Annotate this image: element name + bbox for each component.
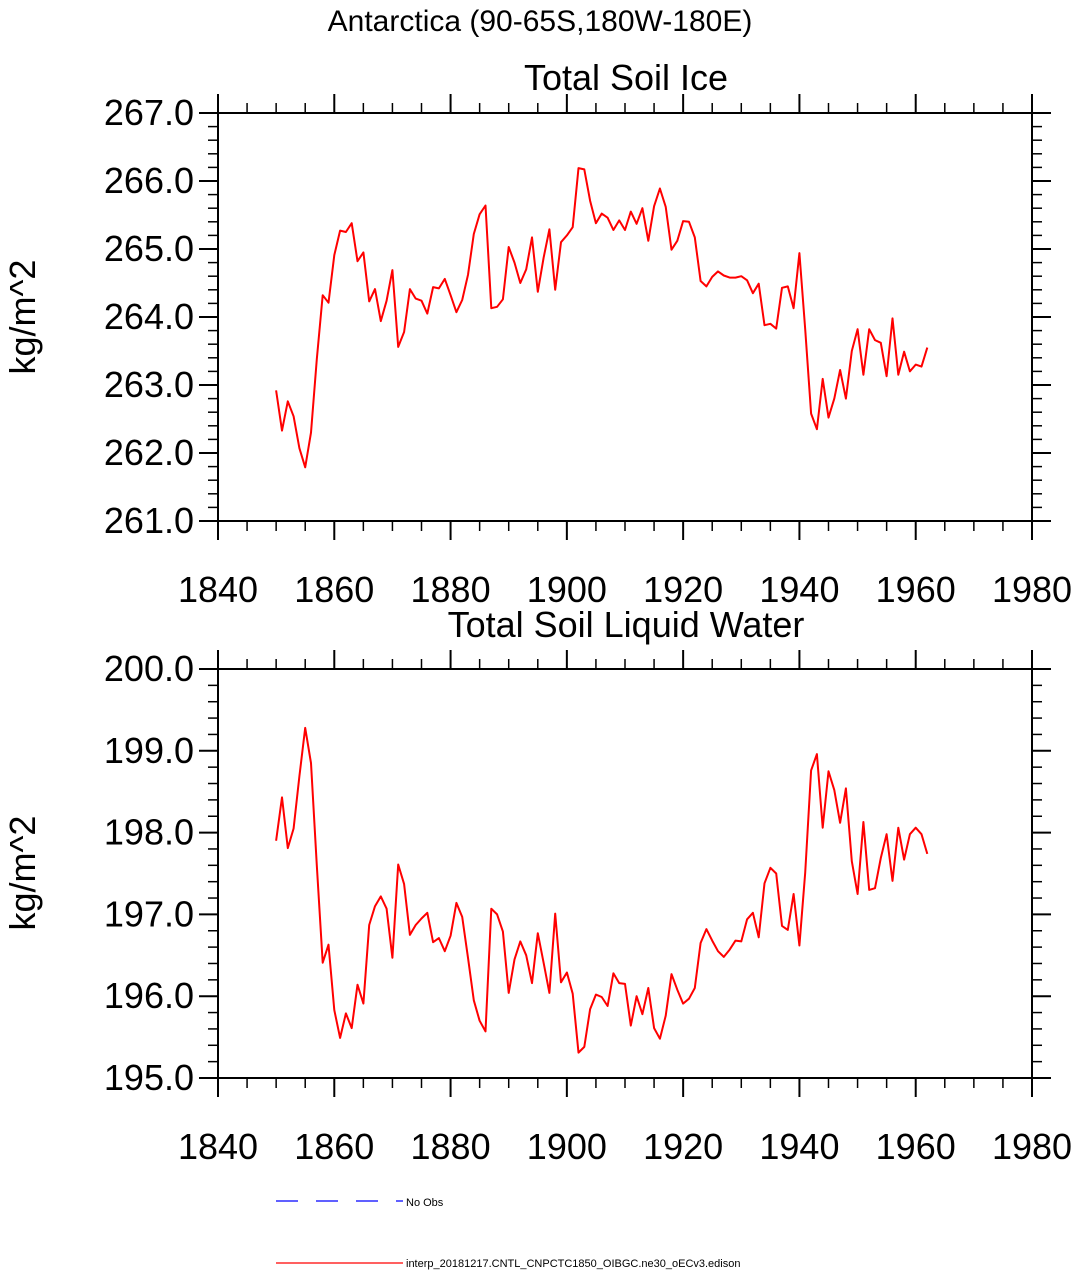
ytick-label: 195.0 xyxy=(104,1057,194,1098)
series-line xyxy=(275,167,929,469)
panel-soil-liquid-water-series xyxy=(275,726,929,1054)
panel-soil-liquid-water-ytick-labels: 195.0 196.0 197.0 198.0 199.0 200.0 xyxy=(104,648,194,1098)
panel-soil-ice: Total Soil Ice kg/m^2 261.0 262.0 263.0 264… xyxy=(2,57,1072,610)
legend: No Obs interp_20181217.CNTL_CNPCTC1850_O… xyxy=(276,1197,740,1270)
xtick-label: 1880 xyxy=(411,1126,491,1167)
xtick-label: 1960 xyxy=(876,569,956,610)
xtick-label: 1940 xyxy=(759,1126,839,1167)
ytick-label: 196.0 xyxy=(104,975,194,1016)
xtick-label: 1980 xyxy=(992,1126,1072,1167)
panel-soil-ice-ticks xyxy=(199,94,1051,540)
ytick-label: 262.0 xyxy=(104,432,194,473)
xtick-label: 1860 xyxy=(294,1126,374,1167)
xtick-label: 1880 xyxy=(411,569,491,610)
ytick-label: 198.0 xyxy=(104,812,194,853)
panel-soil-ice-plot-frame xyxy=(217,112,1033,522)
panel-soil-liquid-water-xtick-labels: 1840 1860 1880 1900 1920 1940 1960 1980 xyxy=(178,1126,1072,1167)
panel-soil-ice-series xyxy=(275,167,929,469)
xtick-label: 1940 xyxy=(759,569,839,610)
xtick-label: 1860 xyxy=(294,569,374,610)
panel-soil-liquid-water-ylabel: kg/m^2 xyxy=(2,816,43,931)
ytick-label: 267.0 xyxy=(104,92,194,133)
xtick-label: 1920 xyxy=(643,1126,723,1167)
ytick-label: 261.0 xyxy=(104,500,194,541)
ytick-label: 199.0 xyxy=(104,730,194,771)
ytick-label: 200.0 xyxy=(104,648,194,689)
xtick-label: 1900 xyxy=(527,569,607,610)
xtick-label: 1900 xyxy=(527,1126,607,1167)
figure-title: Antarctica (90-65S,180W-180E) xyxy=(328,5,753,38)
series-line xyxy=(275,726,929,1054)
xtick-label: 1920 xyxy=(643,569,723,610)
panel-soil-liquid-water-title: Total Soil Liquid Water xyxy=(448,604,805,645)
legend-obs-label: No Obs xyxy=(406,1197,444,1209)
legend-model-label: interp_20181217.CNTL_CNPCTC1850_OIBGC.ne… xyxy=(406,1258,740,1270)
ytick-label: 263.0 xyxy=(104,364,194,405)
ytick-label: 265.0 xyxy=(104,228,194,269)
ytick-label: 264.0 xyxy=(104,296,194,337)
xtick-label: 1840 xyxy=(178,569,258,610)
panel-soil-ice-title: Total Soil Ice xyxy=(524,57,728,98)
panel-soil-liquid-water-plot-frame xyxy=(217,668,1033,1079)
panel-soil-ice-ylabel: kg/m^2 xyxy=(2,260,43,375)
ytick-label: 266.0 xyxy=(104,160,194,201)
xtick-label: 1960 xyxy=(876,1126,956,1167)
ytick-label: 197.0 xyxy=(104,893,194,934)
panel-soil-liquid-water-ticks xyxy=(199,650,1051,1097)
panel-soil-ice-ytick-labels: 261.0 262.0 263.0 264.0 265.0 266.0 267.0 xyxy=(104,92,194,541)
panel-soil-ice-xtick-labels: 1840 1860 1880 1900 1920 1940 1960 1980 xyxy=(178,569,1072,610)
panel-soil-liquid-water: Total Soil Liquid Water kg/m^2 195.0 196.… xyxy=(2,604,1072,1167)
xtick-label: 1980 xyxy=(992,569,1072,610)
xtick-label: 1840 xyxy=(178,1126,258,1167)
